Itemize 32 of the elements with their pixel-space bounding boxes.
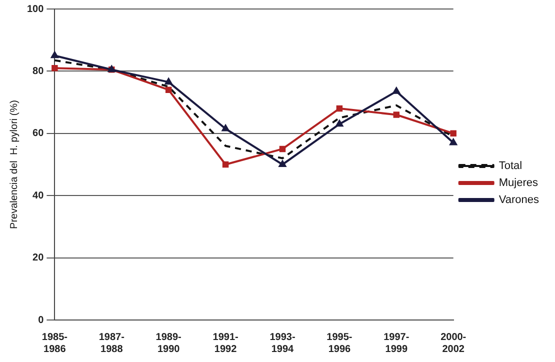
point <box>279 146 286 152</box>
legend-label: Total <box>498 160 522 172</box>
point <box>51 52 58 58</box>
y-tick-label: 100 <box>26 4 44 15</box>
x-tick-label: 1991- 1992 <box>212 332 238 355</box>
point <box>222 124 230 132</box>
y-tick-label: 40 <box>32 190 44 202</box>
point <box>336 105 343 112</box>
x-tick-label: 1989- 1990 <box>156 332 182 355</box>
point <box>164 78 172 85</box>
x-tick-label: 2000- 2002 <box>440 332 466 355</box>
point <box>52 64 58 72</box>
y-axis-title: Prevalencia del H. pylori (%) <box>8 100 20 229</box>
x-tick-label: 1993- 1994 <box>270 332 296 355</box>
point <box>393 112 400 118</box>
point <box>336 120 344 127</box>
point <box>450 138 457 146</box>
y-tick-label: 0 <box>38 314 44 326</box>
y-tick-label: 80 <box>32 66 44 77</box>
x-tick-label: 1995- 1996 <box>326 332 352 355</box>
point <box>450 130 456 137</box>
point <box>222 161 229 168</box>
x-tick-label: 1987- 1988 <box>98 332 124 355</box>
legend-label: Mujeres <box>498 177 538 190</box>
x-tick-label: 1985- 1986 <box>42 332 68 355</box>
point <box>165 86 172 93</box>
y-tick-label: 20 <box>32 252 44 264</box>
legend-label: Varones <box>498 194 540 206</box>
x-tick-label: 1997- 1999 <box>384 332 410 355</box>
y-tick-label: 60 <box>32 128 44 140</box>
point <box>392 87 400 94</box>
point <box>278 160 286 167</box>
